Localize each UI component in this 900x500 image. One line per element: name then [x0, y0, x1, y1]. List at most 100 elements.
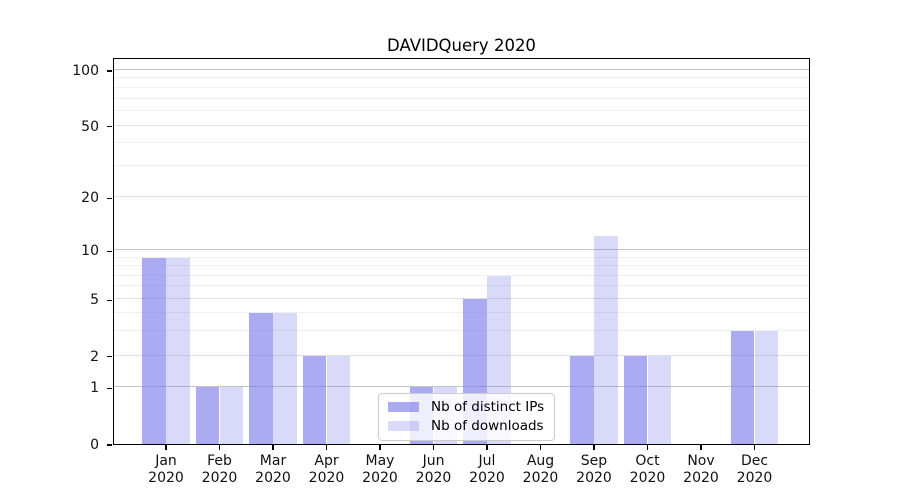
plot-canvas: Nb of distinct IPs Nb of downloads [114, 59, 809, 444]
y-axis-tick-label: 5 [90, 292, 99, 309]
x-axis-label: Apr 2020 [292, 453, 362, 487]
x-axis-label-year: 2020 [736, 470, 773, 486]
gridline-minor [114, 77, 809, 79]
bar-feb-distinct-ips [195, 387, 220, 444]
legend-item-distinct-ips: Nb of distinct IPs [388, 398, 544, 416]
bar-dec-distinct-ips [730, 330, 755, 444]
x-axis-label-month: Feb [207, 453, 232, 469]
bar-feb-downloads [219, 387, 244, 444]
x-axis-label-year: 2020 [308, 470, 345, 486]
x-axis-label-year: 2020 [201, 470, 238, 486]
legend-label-downloads: Nb of downloads [431, 418, 544, 434]
x-axis-label: Oct 2020 [613, 453, 683, 487]
x-axis-label-year: 2020 [576, 470, 612, 486]
bar-apr-distinct-ips [302, 355, 327, 444]
legend-swatch-distinct-ips [388, 402, 419, 412]
x-axis-tick-mark [165, 445, 167, 450]
gridline-minor [114, 86, 809, 88]
bar-sep-distinct-ips [570, 355, 594, 444]
x-axis-tick-mark [486, 445, 488, 450]
gridline-major [114, 124, 809, 126]
x-axis-label: Jun 2020 [399, 453, 469, 487]
x-axis-tick-mark [272, 445, 274, 450]
gridline-minor [114, 285, 809, 287]
x-axis-tick-mark [539, 445, 542, 450]
bar-oct-downloads [647, 355, 672, 444]
y-axis-tick-mark [107, 299, 112, 301]
y-axis-tick-label: 20 [81, 190, 99, 207]
legend-swatch-downloads [388, 421, 419, 431]
gridline-minor [114, 265, 809, 267]
x-axis-label-month: Nov [687, 453, 715, 469]
y-axis-tick-mark [107, 70, 112, 72]
y-axis-tick-label: 50 [81, 118, 99, 135]
x-axis-label-month: Aug [526, 453, 555, 469]
x-axis-label-year: 2020 [683, 470, 719, 486]
y-axis-tick-mark [107, 444, 112, 446]
bar-oct-distinct-ips [623, 355, 648, 444]
x-axis-label-month: Jul [478, 453, 496, 469]
plot-area: Nb of distinct IPs Nb of downloads [113, 58, 810, 445]
x-axis-label: Dec 2020 [720, 453, 790, 487]
bar-jan-downloads [166, 257, 190, 444]
x-axis-label-month: Dec [740, 453, 769, 469]
y-axis-tick-label: 100 [72, 62, 99, 79]
gridline-minor [114, 97, 809, 99]
legend-item-downloads: Nb of downloads [388, 417, 544, 435]
x-axis-label: May 2020 [345, 453, 415, 487]
x-axis-label: Jan 2020 [131, 453, 201, 487]
x-axis-label-month: Sep [580, 453, 608, 469]
x-axis-label: Aug 2020 [506, 453, 576, 487]
x-axis-label: Jul 2020 [452, 453, 522, 487]
bar-jan-distinct-ips [142, 257, 166, 444]
x-axis-label-month: Oct [635, 453, 660, 469]
legend: Nb of distinct IPs Nb of downloads [378, 393, 556, 441]
bar-dec-downloads [754, 330, 779, 444]
y-axis-tick-mark [107, 387, 112, 390]
gridline-major [114, 354, 809, 356]
y-axis-tick-label: 10 [81, 243, 99, 260]
x-axis-label-year: 2020 [629, 470, 666, 486]
x-axis-tick-mark [379, 445, 381, 450]
x-axis-label-year: 2020 [362, 470, 398, 486]
x-axis-label-month: Mar [259, 453, 287, 469]
gridline-major [114, 386, 809, 388]
x-axis-tick-mark [325, 445, 328, 450]
y-axis-tick-mark [107, 250, 112, 252]
x-axis-label-year: 2020 [255, 470, 291, 486]
gridline-minor [114, 256, 809, 258]
bar-mar-distinct-ips [249, 313, 273, 444]
x-axis-label-month: Jan [155, 453, 177, 469]
x-axis-tick-mark [593, 445, 595, 450]
x-axis-label: Feb 2020 [185, 453, 255, 487]
chart-title: DAVIDQuery 2020 [387, 36, 536, 55]
gridline-minor [114, 274, 809, 276]
x-axis-label-year: 2020 [415, 470, 452, 486]
x-axis-label: Nov 2020 [666, 453, 736, 487]
gridline-minor [114, 329, 809, 331]
bar-mar-downloads [273, 313, 297, 444]
legend-label-distinct-ips: Nb of distinct IPs [431, 399, 545, 415]
y-axis-tick-label: 2 [90, 348, 99, 365]
gridline-major [114, 196, 809, 198]
gridline-minor [114, 109, 809, 111]
gridline-major [114, 298, 809, 300]
bar-apr-downloads [326, 355, 351, 444]
y-axis-tick-mark [107, 197, 112, 199]
x-axis-label-year: 2020 [522, 470, 559, 486]
gridline-minor [114, 312, 809, 314]
x-axis-label-month: Jun [422, 453, 445, 469]
x-axis-label-month: May [365, 453, 395, 469]
x-axis-label-year: 2020 [469, 470, 505, 486]
x-axis-tick-mark [218, 445, 221, 450]
bar-sep-downloads [594, 236, 618, 444]
x-axis-label-year: 2020 [148, 470, 184, 486]
gridline-major [114, 68, 809, 70]
x-axis-tick-mark [753, 445, 756, 450]
y-axis-tick-mark [107, 356, 112, 358]
y-axis-tick-label: 0 [90, 437, 99, 453]
x-axis-label-month: Apr [314, 453, 339, 469]
gridline-minor [114, 142, 809, 144]
gridline-minor [114, 164, 809, 166]
